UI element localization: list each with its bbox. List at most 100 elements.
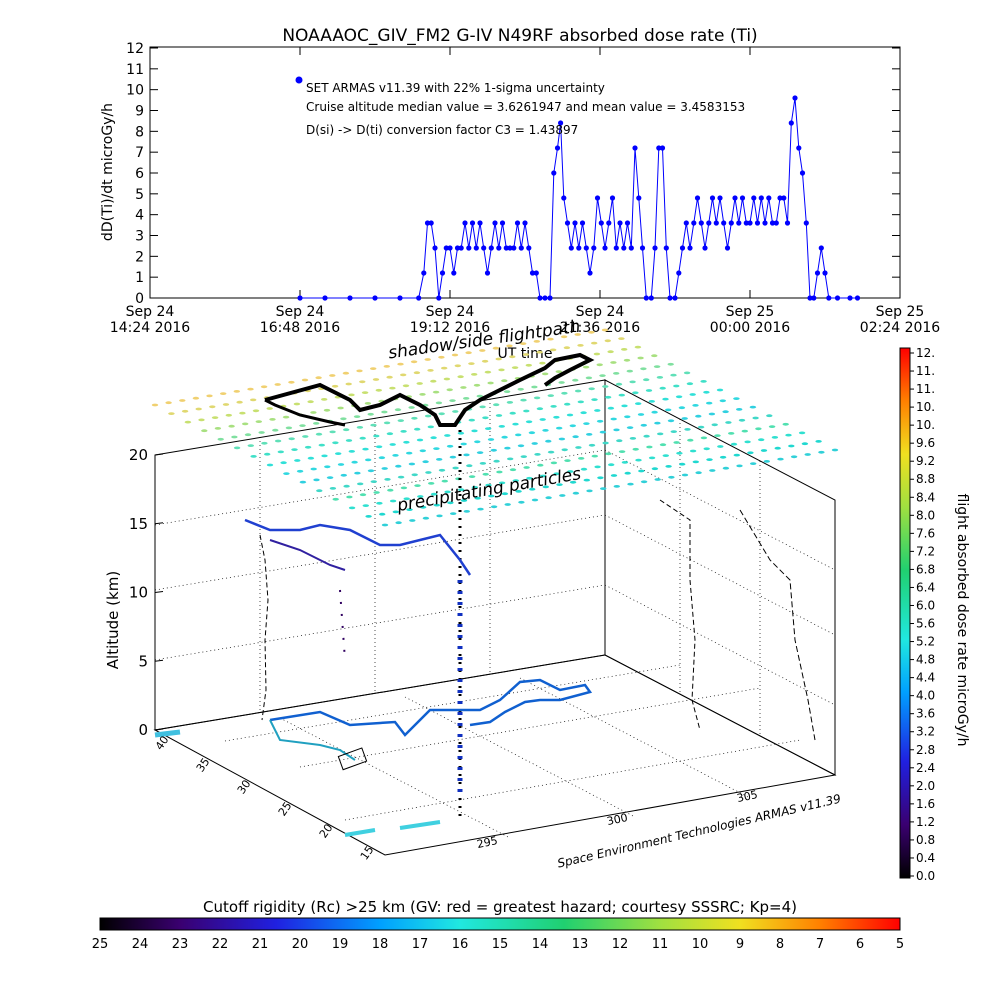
particle-dot	[493, 459, 500, 463]
y-tick-label: 4	[135, 208, 144, 224]
particle-dot	[282, 415, 290, 419]
particle-dot	[473, 383, 481, 387]
particle-dot	[307, 456, 315, 460]
particle-dot	[531, 498, 539, 502]
particle-dot	[482, 416, 489, 420]
data-point	[818, 245, 824, 251]
particle-dot	[428, 482, 435, 485]
data-point	[451, 270, 457, 276]
data-point	[602, 245, 608, 251]
particle-dot	[563, 346, 571, 350]
particle-dot	[422, 460, 429, 464]
particle-dot	[465, 351, 472, 355]
back-wall-left	[154, 379, 606, 731]
particle-dot	[738, 418, 746, 422]
data-point	[576, 245, 582, 251]
data-point	[428, 220, 434, 226]
data-point	[728, 220, 734, 226]
altitude-tick-label: 10	[129, 584, 148, 602]
particle-dot	[372, 378, 380, 381]
data-point	[462, 220, 468, 226]
particle-dot	[593, 352, 601, 356]
particle-dot	[686, 382, 694, 386]
particle-dot	[634, 345, 642, 349]
particle-dot	[209, 405, 216, 409]
particle-dot	[413, 371, 421, 375]
data-point	[488, 245, 494, 251]
particle-dot	[258, 431, 265, 434]
particle-dot	[572, 435, 579, 439]
particle-dot	[373, 491, 380, 494]
particle-dot	[501, 435, 508, 439]
particle-dot	[632, 391, 639, 395]
particle-dot	[567, 470, 574, 473]
particle-dot	[250, 398, 257, 402]
particle-dot	[586, 489, 593, 493]
particle-dot	[383, 421, 391, 425]
particle-dot	[831, 448, 839, 452]
particle-dot	[364, 402, 372, 405]
particle-dot	[337, 406, 344, 410]
particle-dot	[340, 417, 347, 421]
particle-dot	[211, 416, 219, 419]
particle-dot	[288, 437, 295, 441]
particle-dot	[400, 430, 407, 433]
particle-dot	[709, 469, 716, 472]
particle-dot	[651, 354, 658, 358]
particle-dot	[466, 464, 473, 468]
particle-dot	[332, 497, 339, 501]
particle-dot	[474, 440, 481, 444]
particle-dot	[424, 358, 431, 361]
particle-dot	[717, 445, 724, 448]
particle-dot	[512, 479, 519, 482]
cutoff-rigidity-tick-label: 5	[896, 937, 904, 952]
particle-dot	[386, 432, 394, 436]
particle-dot	[402, 384, 410, 388]
particle-dot	[436, 514, 443, 518]
cutoff-rigidity-tick-label: 23	[172, 937, 189, 952]
particle-dot	[375, 445, 383, 449]
data-point	[606, 220, 612, 226]
cutoff-rigidity-tick-label: 21	[252, 937, 269, 952]
particle-dot	[463, 453, 470, 457]
y-tick-label: 0	[135, 291, 144, 307]
dose-rate-tick-label: 9.2	[916, 454, 935, 468]
data-point	[773, 220, 779, 226]
particle-dot	[217, 437, 224, 441]
particle-dot	[476, 394, 483, 398]
data-point	[624, 220, 631, 226]
particle-dot	[329, 487, 337, 490]
latitude-tick-label: 20	[317, 822, 336, 841]
particle-dot	[361, 391, 369, 394]
particle-dot	[523, 466, 530, 469]
particle-dot	[583, 422, 590, 425]
particle-dot	[596, 419, 604, 423]
particle-dot	[566, 413, 574, 417]
data-point	[698, 220, 704, 226]
particle-dot	[610, 361, 617, 364]
data-point	[551, 170, 557, 176]
data-point	[514, 220, 521, 226]
dose-rate-tick-label: 11.	[916, 382, 935, 396]
dose-rate-tick-label: 7.2	[916, 544, 935, 558]
particle-dot	[359, 380, 366, 384]
particle-dot	[804, 453, 811, 456]
cutoff-rigidity-tick-label: 11	[652, 937, 669, 952]
data-point	[628, 245, 634, 251]
particle-dot	[430, 436, 437, 440]
altitude-tick-mark	[154, 728, 164, 731]
dose-rate-tick-label: 8.0	[916, 508, 935, 522]
particle-dot	[608, 463, 615, 467]
data-point	[454, 245, 461, 251]
x-tick-day: Sep 25	[876, 304, 925, 320]
particle-dot	[564, 459, 571, 462]
particle-dot	[703, 447, 710, 451]
particle-dot	[266, 407, 273, 410]
particle-dot	[479, 349, 486, 352]
particle-dot	[329, 430, 336, 434]
particle-dot	[307, 400, 314, 404]
particle-dot	[520, 342, 527, 345]
particle-dot	[539, 361, 546, 365]
particle-dot	[542, 485, 549, 489]
particle-dot	[662, 397, 669, 401]
